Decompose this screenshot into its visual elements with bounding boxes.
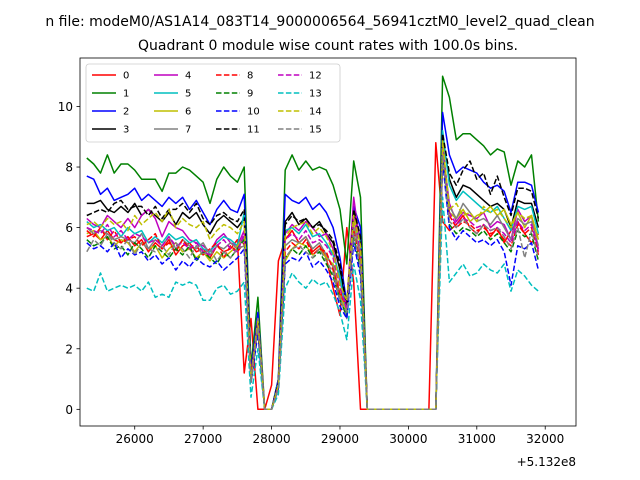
y-tick-label: 4 xyxy=(65,282,73,296)
legend-label-0: 0 xyxy=(123,71,129,82)
x-tick-label: 29000 xyxy=(321,432,359,446)
series-line-1 xyxy=(86,75,540,411)
legend-label-4: 4 xyxy=(185,71,191,82)
legend-label-13: 13 xyxy=(309,89,322,100)
series-line-6 xyxy=(86,139,540,411)
legend-label-11: 11 xyxy=(247,125,260,136)
y-tick-label: 8 xyxy=(65,161,73,175)
legend-label-12: 12 xyxy=(309,71,322,82)
x-tick-label: 27000 xyxy=(184,432,222,446)
series-line-9 xyxy=(86,157,540,411)
x-offset-label: +5.132e8 xyxy=(517,455,576,469)
legend-label-5: 5 xyxy=(185,89,191,100)
plot-area: 26000 27000 28000 29000 30000 31000 32000 0 2 4 6 8… xyxy=(58,57,577,446)
legend-label-14: 14 xyxy=(309,107,322,118)
legend-label-10: 10 xyxy=(247,107,260,118)
legend-label-1: 1 xyxy=(123,89,129,100)
figure-suptitle: n file: modeM0/AS1A14_083T14_9000006564_… xyxy=(45,14,594,30)
chart-title: Quadrant 0 module wise count rates with … xyxy=(138,38,518,54)
y-tick-label: 2 xyxy=(65,342,73,356)
series-line-15 xyxy=(86,154,540,411)
x-tick-label: 26000 xyxy=(116,432,154,446)
series-line-11 xyxy=(86,132,540,411)
y-tick-label: 6 xyxy=(65,221,73,235)
legend-label-9: 9 xyxy=(247,89,253,100)
legend-label-3: 3 xyxy=(123,125,129,136)
series-line-12 xyxy=(86,148,540,411)
y-tick-label: 10 xyxy=(58,100,73,114)
series-line-7 xyxy=(86,145,540,411)
legend-frame xyxy=(85,63,341,143)
legend-label-6: 6 xyxy=(185,107,191,118)
series-line-2 xyxy=(86,111,540,411)
legend-label-2: 2 xyxy=(123,107,129,118)
series-line-0 xyxy=(86,142,539,411)
legend-label-8: 8 xyxy=(247,71,253,82)
y-tick-label: 0 xyxy=(65,403,73,417)
series-line-14 xyxy=(86,142,540,411)
legend-label-7: 7 xyxy=(185,125,191,136)
x-tick-label: 31000 xyxy=(458,432,496,446)
axes-frame xyxy=(79,57,577,427)
series-group xyxy=(86,75,540,411)
series-line-3 xyxy=(86,135,540,411)
x-tick-label: 32000 xyxy=(526,432,564,446)
series-line-10 xyxy=(86,160,540,411)
series-line-8 xyxy=(86,151,540,411)
x-tick-label: 30000 xyxy=(389,432,427,446)
series-line-13 xyxy=(86,196,539,411)
x-tick-label: 28000 xyxy=(252,432,290,446)
series-line-5 xyxy=(86,129,540,411)
legend-label-15: 15 xyxy=(309,125,322,136)
